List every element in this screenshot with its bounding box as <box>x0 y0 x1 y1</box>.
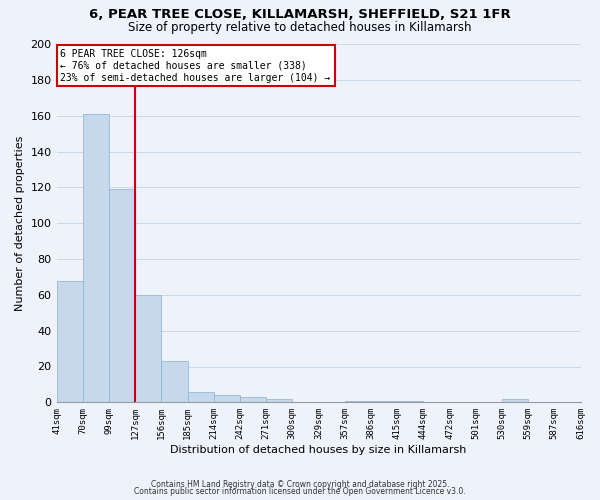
Bar <box>214 395 240 402</box>
Bar <box>83 114 109 403</box>
Text: 6, PEAR TREE CLOSE, KILLAMARSH, SHEFFIELD, S21 1FR: 6, PEAR TREE CLOSE, KILLAMARSH, SHEFFIEL… <box>89 8 511 20</box>
Bar <box>240 397 266 402</box>
Bar <box>266 399 292 402</box>
Bar <box>345 400 371 402</box>
Text: 6 PEAR TREE CLOSE: 126sqm
← 76% of detached houses are smaller (338)
23% of semi: 6 PEAR TREE CLOSE: 126sqm ← 76% of detac… <box>61 50 331 82</box>
Text: Size of property relative to detached houses in Killamarsh: Size of property relative to detached ho… <box>128 21 472 34</box>
Y-axis label: Number of detached properties: Number of detached properties <box>15 136 25 311</box>
Text: Contains HM Land Registry data © Crown copyright and database right 2025.: Contains HM Land Registry data © Crown c… <box>151 480 449 489</box>
Bar <box>135 295 161 403</box>
Text: Contains public sector information licensed under the Open Government Licence v3: Contains public sector information licen… <box>134 487 466 496</box>
Bar <box>371 400 397 402</box>
Bar <box>161 361 188 403</box>
Bar <box>109 189 135 402</box>
Bar <box>397 400 424 402</box>
Bar <box>188 392 214 402</box>
X-axis label: Distribution of detached houses by size in Killamarsh: Distribution of detached houses by size … <box>170 445 467 455</box>
Bar <box>56 280 83 402</box>
Bar <box>502 399 528 402</box>
